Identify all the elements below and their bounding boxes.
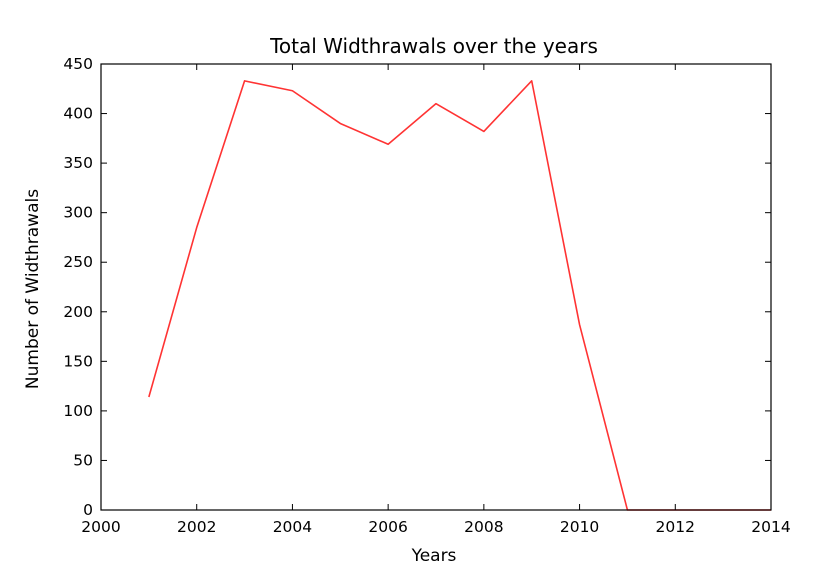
y-tick-label-100: 100 bbox=[63, 402, 93, 420]
y-tick-label-0: 0 bbox=[83, 501, 93, 519]
x-tick-label-2006: 2006 bbox=[368, 518, 407, 536]
x-tick-label-2012: 2012 bbox=[656, 518, 695, 536]
x-tick-label-2000: 2000 bbox=[81, 518, 120, 536]
chart-title: Total Widthrawals over the years bbox=[269, 34, 598, 58]
x-tick-label-2008: 2008 bbox=[464, 518, 503, 536]
y-tick-label-200: 200 bbox=[63, 303, 93, 321]
y-tick-label-450: 450 bbox=[63, 55, 93, 73]
y-tick-label-50: 50 bbox=[73, 451, 93, 469]
x-tick-label-2004: 2004 bbox=[273, 518, 312, 536]
y-tick-label-150: 150 bbox=[63, 352, 93, 370]
x-tick-label-2002: 2002 bbox=[177, 518, 216, 536]
x-tick-label-2014: 2014 bbox=[751, 518, 790, 536]
y-axis-label: Number of Widthrawals bbox=[23, 189, 43, 389]
y-tick-label-400: 400 bbox=[63, 105, 93, 123]
plot-area: 2000 2002 2004 2006 2008 2010 2012 2014 0 50 100 15… bbox=[63, 55, 790, 536]
y-tick-label-300: 300 bbox=[63, 204, 93, 222]
y-tick-label-250: 250 bbox=[63, 253, 93, 271]
x-axis-label: Years bbox=[411, 546, 457, 566]
y-tick-label-350: 350 bbox=[63, 154, 93, 172]
axes-frame bbox=[100, 63, 772, 511]
x-tick-label-2010: 2010 bbox=[560, 518, 599, 536]
